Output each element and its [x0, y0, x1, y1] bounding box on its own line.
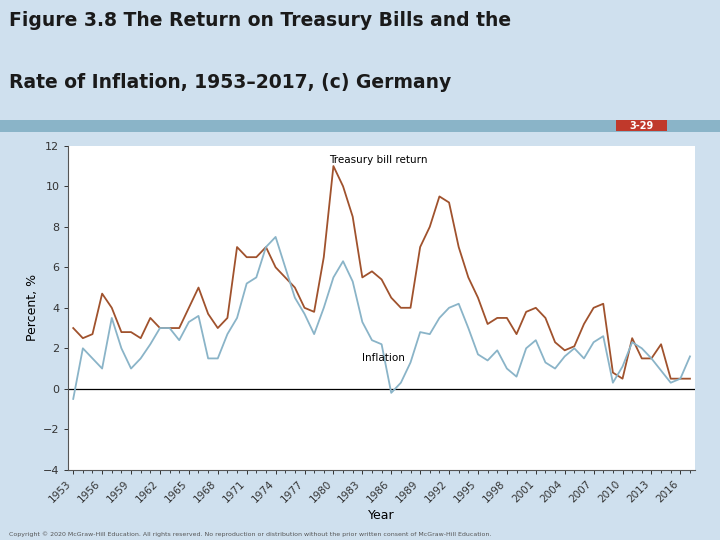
- X-axis label: Year: Year: [369, 509, 395, 522]
- Text: Copyright © 2020 McGraw-Hill Education. All rights reserved. No reproduction or : Copyright © 2020 McGraw-Hill Education. …: [9, 532, 492, 537]
- Text: Rate of Inflation, 1953–2017, (c) Germany: Rate of Inflation, 1953–2017, (c) German…: [9, 73, 451, 92]
- Text: Treasury bill return: Treasury bill return: [328, 155, 427, 165]
- Text: Figure 3.8 The Return on Treasury Bills and the: Figure 3.8 The Return on Treasury Bills …: [9, 11, 511, 30]
- Text: 3-29: 3-29: [629, 121, 654, 131]
- Y-axis label: Percent, %: Percent, %: [26, 274, 39, 341]
- Text: Inflation: Inflation: [362, 353, 405, 363]
